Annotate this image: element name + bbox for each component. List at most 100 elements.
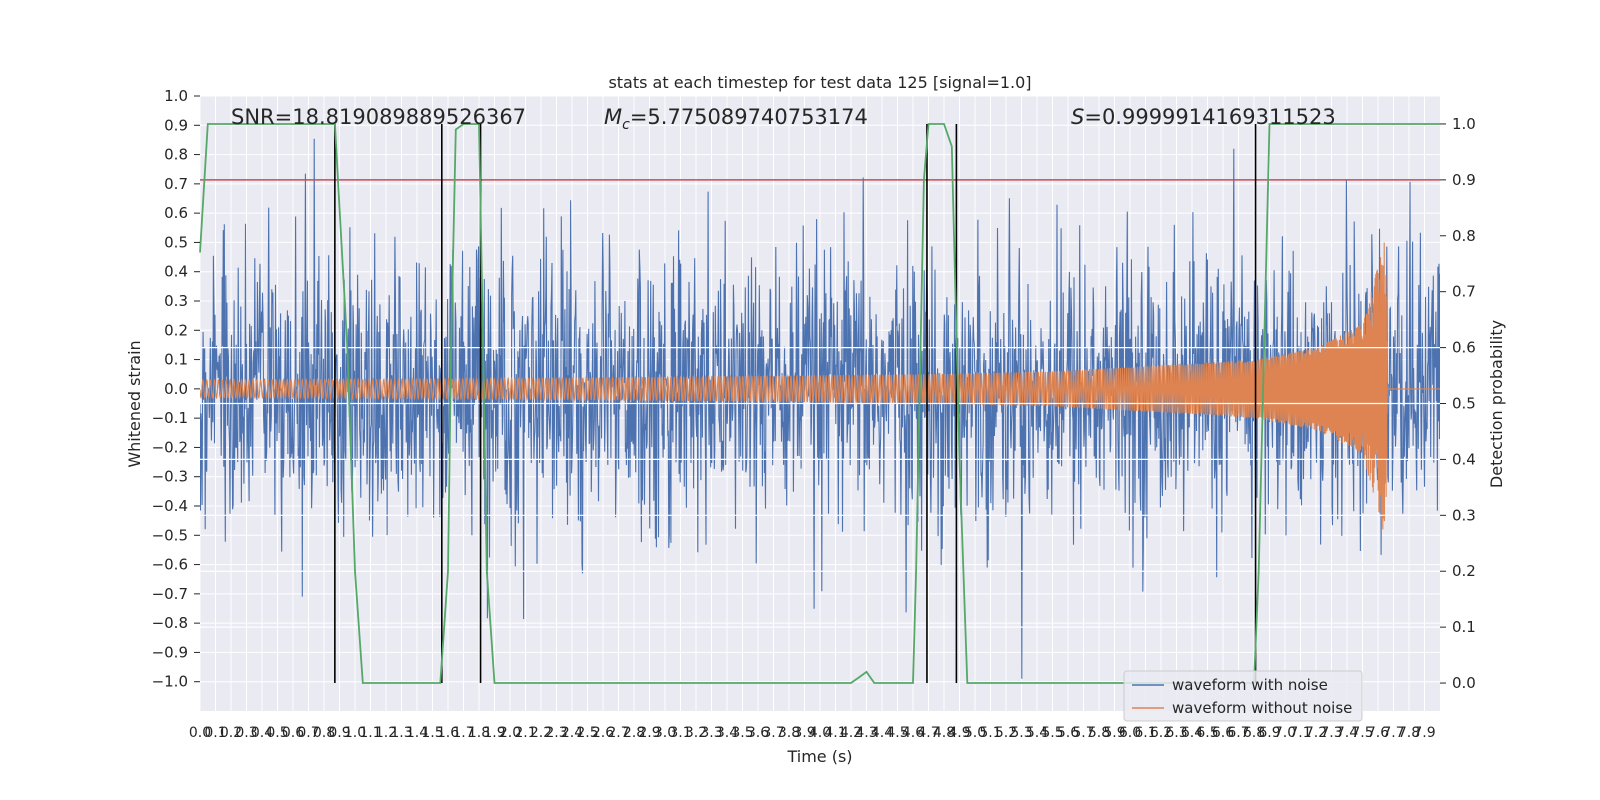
y-right-tick-label: 1.0 (1452, 115, 1476, 133)
x-tick-label: 5.5 (1041, 725, 1063, 741)
y-left-tick-label: 0.1 (164, 351, 188, 369)
x-tick-label: 1.6 (437, 725, 459, 741)
y-left-tick-label: 1.0 (164, 87, 188, 105)
x-tick-label: 0.7 (297, 725, 319, 741)
y-axis-right-label: Detection probability (1487, 320, 1506, 488)
y-left-tick-label: −0.1 (152, 409, 188, 427)
x-tick-label: 2.2 (530, 725, 552, 741)
y-right-tick-label: 0.2 (1452, 562, 1476, 580)
x-tick-label: 3.5 (731, 725, 753, 741)
chirp-mass-value: =5.775089740753174 (630, 105, 868, 129)
x-tick-label: 5.1 (979, 725, 1001, 741)
x-tick-label: 4.4 (871, 725, 893, 741)
x-tick-label: 0.1 (204, 725, 226, 741)
snr-annotation: SNR=18.819089889526367 (231, 105, 526, 129)
legend-box (1123, 670, 1363, 722)
legend: waveform with noise waveform without noi… (1123, 670, 1363, 722)
x-tick-label: 2.5 (576, 725, 598, 741)
chirp-mass-subscript: c (622, 117, 630, 133)
x-tick-label: 1.5 (421, 725, 443, 741)
y-left-tick-label: −1.0 (152, 673, 188, 691)
x-tick-label: 1.8 (468, 725, 490, 741)
x-tick-label: 3.6 (747, 725, 769, 741)
x-tick-label: 0.2 (220, 725, 242, 741)
y-right-tick-label: 0.6 (1452, 339, 1476, 357)
y-right-tick-label: 0.9 (1452, 171, 1476, 189)
x-tick-label: 2.4 (561, 725, 583, 741)
x-tick-label: 7.5 (1351, 725, 1373, 741)
series-detection-probability (199, 123, 1440, 684)
x-tick-label: 0.9 (328, 725, 350, 741)
x-tick-label: 7.3 (1320, 725, 1342, 741)
x-tick-label: 1.2 (375, 725, 397, 741)
y-left-tick-label: 0.7 (164, 175, 188, 193)
y-left-tick-label: 0.2 (164, 321, 188, 339)
x-tick-label: 7.2 (1305, 725, 1327, 741)
x-tick-label: 0.4 (251, 725, 273, 741)
x-tick-label: 4.1 (824, 725, 846, 741)
x-tick-label: 6.1 (1134, 725, 1156, 741)
x-tick-label: 7.1 (1289, 725, 1311, 741)
y-left-tick-label: 0.8 (164, 146, 188, 164)
y-left-tick-label: −0.9 (152, 643, 188, 661)
s-annotation: S=0.9999914169311523 (1071, 105, 1336, 129)
x-tick-label: 4.3 (855, 725, 877, 741)
y-axis-left-label: Whitened strain (125, 340, 144, 467)
s-symbol: S (1071, 105, 1084, 129)
x-tick-label: 3.1 (669, 725, 691, 741)
x-tick-labels: 0.00.10.20.30.40.50.60.70.80.91.01.11.21… (189, 725, 1436, 741)
y-left-tick-label: −0.7 (152, 585, 188, 603)
x-tick-label: 4.6 (902, 725, 924, 741)
x-tick-label: 4.5 (886, 725, 908, 741)
y-left-tick-label: 0.4 (164, 263, 188, 281)
x-tick-label: 6.9 (1258, 725, 1280, 741)
x-tick-label: 5.7 (1072, 725, 1094, 741)
legend-label-noise: waveform with noise (1172, 676, 1328, 694)
x-tick-label: 2.7 (607, 725, 629, 741)
x-tick-label: 4.2 (840, 725, 862, 741)
x-tick-label: 1.4 (406, 725, 428, 741)
y-right-tick-label: 0.3 (1452, 506, 1476, 524)
y-left-tick-label: −0.2 (152, 438, 188, 456)
y-right-tick-label: 0.7 (1452, 283, 1476, 301)
x-tick-label: 5.6 (1057, 725, 1079, 741)
y-left-tick-label: −0.3 (152, 468, 188, 486)
x-tick-label: 6.5 (1196, 725, 1218, 741)
chirp-mass-annotation: Mc=5.775089740753174 (604, 105, 868, 133)
x-tick-label: 2.0 (499, 725, 521, 741)
y-left-tick-label: 0.9 (164, 116, 188, 134)
y-left-tick-label: −0.6 (152, 556, 188, 574)
y-left-tick-label: 0.0 (164, 380, 188, 398)
chirp-mass-symbol: M (604, 105, 622, 129)
x-tick-label: 7.6 (1367, 725, 1389, 741)
x-tick-label: 4.7 (917, 725, 939, 741)
x-tick-label: 6.4 (1181, 725, 1203, 741)
x-tick-label: 3.2 (685, 725, 707, 741)
y-right-tick-labels: 1.0 0.9 0.8 0.7 0.6 0.5 0.4 0.3 0.2 0.1 0.0 (1440, 115, 1476, 692)
x-tick-label: 6.7 (1227, 725, 1249, 741)
chart-title: stats at each timestep for test data 125… (608, 73, 1031, 92)
y-right-tick-label: 0.0 (1452, 674, 1476, 692)
x-tick-label: 3.3 (700, 725, 722, 741)
x-tick-label: 6.8 (1243, 725, 1265, 741)
x-tick-label: 2.8 (623, 725, 645, 741)
x-tick-label: 3.4 (716, 725, 738, 741)
x-tick-label: 1.0 (344, 725, 366, 741)
x-tick-label: 2.6 (592, 725, 614, 741)
y-right-tick-label: 0.8 (1452, 227, 1476, 245)
x-tick-label: 5.0 (964, 725, 986, 741)
x-tick-label: 4.8 (933, 725, 955, 741)
x-tick-label: 7.8 (1398, 725, 1420, 741)
x-tick-label: 6.6 (1212, 725, 1234, 741)
x-tick-label: 6.3 (1165, 725, 1187, 741)
detection-boundaries (334, 123, 1257, 684)
y-left-tick-label: −0.5 (152, 526, 188, 544)
x-tick-label: 0.3 (235, 725, 257, 741)
x-tick-label: 2.1 (514, 725, 536, 741)
y-left-tick-label: 0.6 (164, 204, 188, 222)
y-right-tick-label: 0.4 (1452, 450, 1476, 468)
x-tick-label: 7.7 (1382, 725, 1404, 741)
y-left-tick-label: −0.4 (152, 497, 188, 515)
x-tick-label: 7.4 (1336, 725, 1358, 741)
